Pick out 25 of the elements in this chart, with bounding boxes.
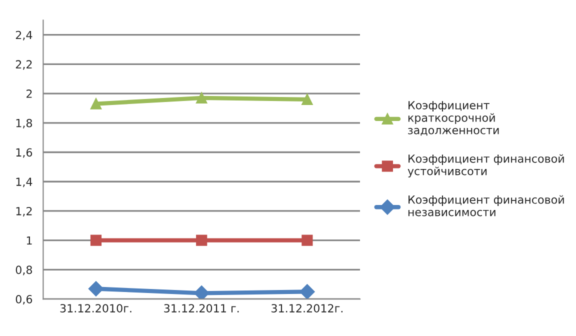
point (302, 94, 313, 105)
point (88, 281, 104, 296)
legend-label: Коэффициент финансовой устойчивсоти (408, 154, 564, 178)
point (302, 234, 313, 246)
x-tick-label: 31.12.2012г. (272, 304, 342, 312)
y-tick-label: 1,2 (16, 206, 32, 216)
point (196, 92, 208, 104)
point (300, 284, 315, 300)
point (196, 234, 208, 246)
point (194, 286, 210, 300)
x-tick-label: 31.12.2011 г. (164, 304, 239, 312)
y-tick-label: 2,2 (16, 60, 32, 70)
y-tick-label: 1,6 (16, 148, 32, 158)
point (90, 98, 102, 110)
y-tick-label: 1,8 (16, 118, 32, 128)
y-tick-label: 1,4 (16, 178, 32, 188)
point (90, 234, 102, 246)
y-tick-label: 2 (26, 90, 32, 98)
y-tick-label: 2,4 (16, 30, 32, 40)
legend-label: Коэффициент краткосрочной задолженности (408, 101, 499, 136)
x-tick-label: 31.12.2010г. (60, 304, 132, 312)
y-tick-label: 1 (26, 236, 32, 245)
y-tick-label: 0,8 (16, 266, 32, 276)
y-tick-label: 0,6 (16, 295, 32, 305)
legend-label: Коэффициент финансовой независимости (408, 195, 564, 216)
